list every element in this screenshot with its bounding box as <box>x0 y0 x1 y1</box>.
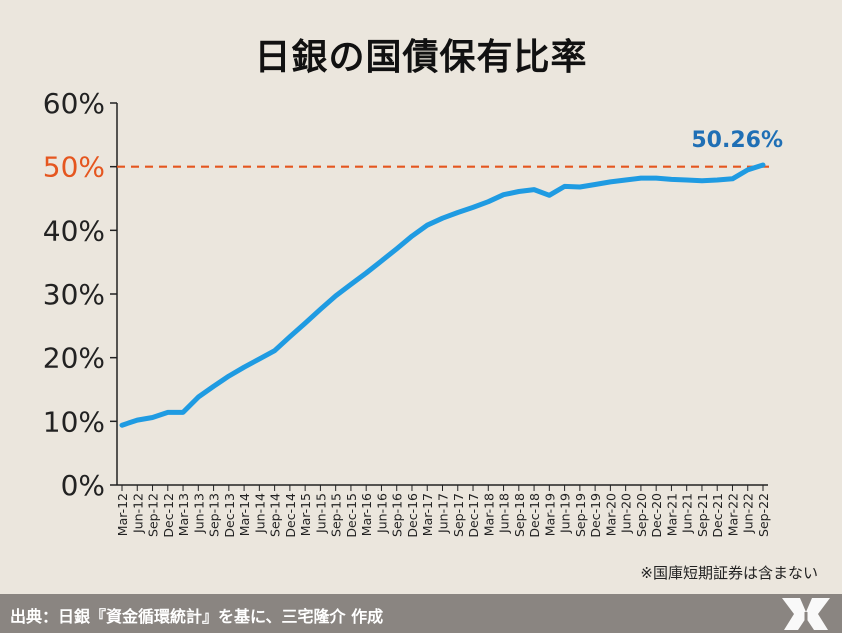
line-chart: 0%10%20%30%40%50%60%Mar-12 Jun-12 Sep-12 De… <box>43 87 783 538</box>
x-tick-label: Jun-18 <box>497 493 512 534</box>
x-tick-label: Jun-16 <box>374 493 389 534</box>
x-tick-label: Sep-17 <box>451 493 466 537</box>
x-tick-label: Jun-22 <box>741 493 756 534</box>
source-footer: 出典：日銀『資金循環統計』を基に、三宅隆介 作成 <box>0 594 842 633</box>
x-tick-label: Dec-16 <box>405 493 420 538</box>
x-tick-label: Dec-21 <box>710 493 725 538</box>
x-tick-label: Dec-15 <box>344 493 359 538</box>
x-tick-label: Jun-12 <box>130 493 145 534</box>
x-tick-label: Mar-19 <box>542 493 557 536</box>
x-tick-label: Mar-17 <box>420 493 435 536</box>
x-tick-label: Sep-14 <box>268 493 283 537</box>
y-tick-label: 30% <box>43 278 105 311</box>
y-tick-label: 20% <box>43 342 105 375</box>
y-tick-label: 50% <box>43 151 105 184</box>
x-tick-label: Dec-20 <box>649 493 664 538</box>
x-tick-label: Sep-22 <box>756 493 771 537</box>
source-text: 出典：日銀『資金循環統計』を基に、三宅隆介 作成 <box>10 607 384 626</box>
x-tick-label: Sep-19 <box>573 493 588 537</box>
y-tick-label: 40% <box>43 214 105 247</box>
x-tick-label: Mar-13 <box>176 493 191 536</box>
x-tick-label: Sep-21 <box>695 493 710 537</box>
y-tick-label: 60% <box>43 87 105 120</box>
x-tick-label: Jun-21 <box>680 493 695 534</box>
x-tick-label: Mar-20 <box>603 493 618 536</box>
x-tick-label: Jun-17 <box>436 493 451 534</box>
x-tick-label: Dec-18 <box>527 493 542 538</box>
y-tick-label: 0% <box>61 469 105 502</box>
x-tick-label: Mar-21 <box>664 493 679 536</box>
x-tick-label: Mar-15 <box>298 493 313 536</box>
x-tick-label: Sep-16 <box>390 493 405 537</box>
x-tick-label: Dec-17 <box>466 493 481 538</box>
x-tick-label: Sep-15 <box>329 493 344 537</box>
x-tick-label: Mar-14 <box>237 493 252 536</box>
x-tick-label: Jun-14 <box>252 493 267 534</box>
x-tick-label: Dec-12 <box>161 493 176 538</box>
x-tick-label: Mar-18 <box>481 493 496 536</box>
chart-title: 日銀の国債保有比率 <box>254 37 588 78</box>
x-tick-label: Sep-12 <box>146 493 161 537</box>
x-tick-label: Mar-22 <box>725 493 740 536</box>
x-tick-label: Mar-12 <box>115 493 130 536</box>
y-tick-label: 10% <box>43 405 105 438</box>
last-value-label: 50.26% <box>691 128 783 153</box>
series-line <box>119 162 766 428</box>
footnote: ※国庫短期証券は含まない <box>640 564 818 582</box>
x-tick-label: Sep-18 <box>512 493 527 537</box>
x-tick-label: Dec-19 <box>588 493 603 538</box>
x-tick-label: Sep-13 <box>207 493 222 537</box>
x-tick-label: Jun-15 <box>313 493 328 534</box>
x-tick-label: Jun-13 <box>191 493 206 534</box>
x-tick-label: Jun-20 <box>619 493 634 534</box>
x-tick-label: Jun-19 <box>558 493 573 534</box>
x-tick-label: Dec-13 <box>222 493 237 538</box>
x-tick-label: Sep-20 <box>634 493 649 537</box>
x-tick-label: Dec-14 <box>283 493 298 538</box>
brand-logo-icon <box>782 598 830 630</box>
x-tick-label: Mar-16 <box>359 493 374 536</box>
